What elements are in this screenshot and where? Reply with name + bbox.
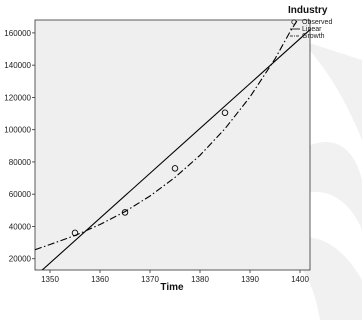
x-tick-label: 1360	[91, 275, 109, 284]
y-tick-label: 60000	[9, 190, 32, 199]
legend-label-linear: Linear	[302, 26, 322, 33]
linear-series-line	[41, 29, 310, 270]
x-tick-label: 1350	[41, 275, 59, 284]
observed-point	[121, 209, 129, 216]
y-axis: 20000 40000 60000 80000 100000 120000 140000 16…	[4, 29, 35, 264]
observed-point	[221, 109, 229, 116]
series-layer	[35, 20, 310, 270]
y-tick-label: 20000	[9, 255, 32, 264]
plot-area	[34, 19, 311, 271]
x-tick-label: 1380	[191, 275, 209, 284]
growth-series-line	[35, 20, 298, 251]
observed-point	[171, 165, 179, 172]
y-tick-label: 80000	[9, 158, 32, 167]
y-tick-label: 120000	[4, 93, 31, 102]
x-tick-label: 1390	[241, 275, 259, 284]
x-tick-label: 1370	[141, 275, 159, 284]
x-axis: 1350 1360 1370 1380 1390 1400	[41, 270, 309, 284]
y-tick-label: 40000	[9, 222, 32, 231]
legend-label-growth: Growth	[302, 33, 325, 40]
x-axis-title: Time	[160, 282, 184, 293]
legend-observed-marker	[291, 19, 297, 25]
y-tick-label: 100000	[4, 126, 31, 135]
y-tick-label: 140000	[4, 61, 31, 70]
legend-label-observed: Observed	[302, 19, 332, 26]
x-tick-label: 1400	[291, 275, 309, 284]
y-tick-label: 160000	[4, 29, 31, 38]
legend-title: Industry	[288, 5, 328, 16]
